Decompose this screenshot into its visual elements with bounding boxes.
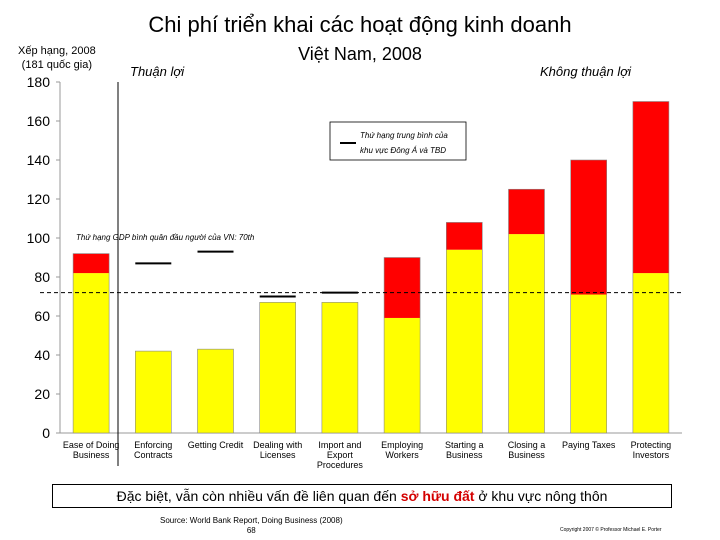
x-tick-label: Business <box>508 450 545 460</box>
y-tick-label: 160 <box>27 113 51 129</box>
bar-outline <box>508 188 545 434</box>
favorable-label: Thuận lợi <box>130 64 185 79</box>
source-note: Source: World Bank Report, Doing Busines… <box>160 516 343 536</box>
x-tick-label: Ease of Doing <box>63 440 120 450</box>
x-tick-label: Getting Credit <box>188 440 244 450</box>
source-line: Source: World Bank Report, Doing Busines… <box>160 516 343 525</box>
bar-outline <box>72 253 110 434</box>
note-box: Đặc biệt, vẫn còn nhiều vấn đề liên quan… <box>52 484 672 508</box>
bar-yellow <box>632 273 669 433</box>
x-tick-label: Licenses <box>260 450 296 460</box>
y-tick-label: 40 <box>34 347 50 363</box>
bar-outline <box>445 222 483 434</box>
y-axis-label-line2: (181 quốc gia) <box>21 59 92 71</box>
bar-outline <box>383 257 421 434</box>
bar-red <box>73 253 110 274</box>
chart-title: Chi phí triển khai các hoạt động kinh do… <box>148 12 572 37</box>
gdp-rank-label: Thứ hạng GDP bình quân đầu người của VN:… <box>76 233 255 242</box>
y-tick-label: 120 <box>27 191 51 207</box>
x-tick-label: Protecting <box>631 440 672 450</box>
x-tick-label: Paying Taxes <box>562 440 616 450</box>
bar-yellow <box>508 234 545 433</box>
x-tick-label: Procedures <box>317 460 364 470</box>
bar-yellow <box>446 249 483 433</box>
bar-yellow <box>135 350 172 434</box>
y-axis-label-line1: Xếp hạng, 2008 <box>18 45 96 57</box>
bar-red <box>508 189 545 235</box>
bar-yellow <box>570 294 607 433</box>
x-tick-label: Export <box>327 450 354 460</box>
y-axis-label: Xếp hạng, 2008 (181 quốc gia) <box>18 44 96 72</box>
legend-label-line2: khu vực Đông Á và TBD <box>360 146 446 155</box>
bar-outline <box>632 101 670 434</box>
page-number: 68 <box>246 526 256 535</box>
y-tick-label: 80 <box>34 269 50 285</box>
chart-subtitle: Việt Nam, 2008 <box>298 44 422 64</box>
x-tick-label: Enforcing <box>134 440 172 450</box>
note-highlight: sở hữu đất <box>400 488 475 504</box>
note-text-after: ở khu vực nông thôn <box>474 488 608 504</box>
x-tick-label: Closing a <box>508 440 546 450</box>
copyright: Copyright 2007 © Professor Michael E. Po… <box>560 527 662 533</box>
x-tick-label: Contracts <box>134 450 173 460</box>
x-tick-label: Business <box>73 450 110 460</box>
x-tick-label: Employing <box>381 440 423 450</box>
x-tick-label: Import and <box>318 440 361 450</box>
bar-yellow <box>197 348 234 434</box>
y-tick-label: 20 <box>34 386 50 402</box>
y-tick-label: 60 <box>34 308 50 324</box>
y-tick-label: 140 <box>27 152 51 168</box>
bar-yellow <box>259 302 297 434</box>
bar-outline <box>570 159 608 434</box>
bar-red <box>446 222 483 250</box>
unfavorable-label: Không thuận lợi <box>540 64 631 79</box>
bar-yellow <box>73 273 110 433</box>
y-tick-label: 100 <box>27 230 51 246</box>
bar-yellow <box>384 317 421 433</box>
y-tick-label: 180 <box>27 74 51 90</box>
bar-yellow <box>321 302 359 434</box>
legend-label-line1: Thứ hạng trung bình của <box>360 131 448 140</box>
bar-red <box>384 257 421 318</box>
legend-box <box>329 121 467 161</box>
x-tick-label: Dealing with <box>253 440 302 450</box>
x-tick-label: Investors <box>633 450 670 460</box>
x-tick-label: Starting a <box>445 440 484 450</box>
x-tick-label: Workers <box>385 450 419 460</box>
bar-red <box>570 160 607 295</box>
bar-red <box>632 101 669 274</box>
note-text-before: Đặc biệt, vẫn còn nhiều vấn đề liên quan… <box>116 488 401 504</box>
y-tick-label: 0 <box>42 425 50 441</box>
x-tick-label: Business <box>446 450 483 460</box>
